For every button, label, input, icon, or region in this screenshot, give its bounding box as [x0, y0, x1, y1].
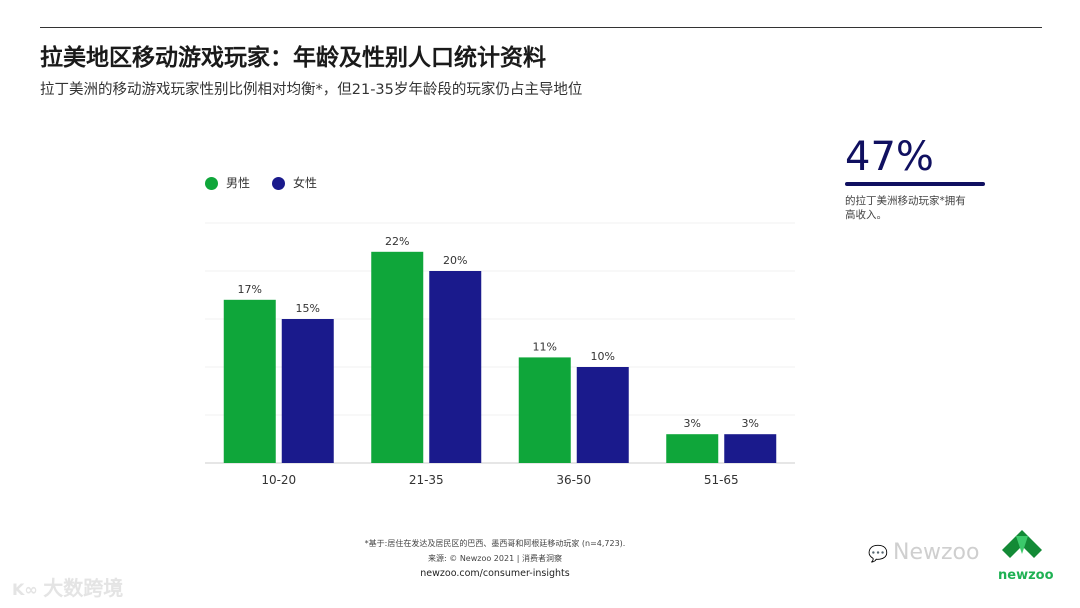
x-tick-label: 51-65: [704, 473, 739, 487]
x-tick-label: 36-50: [556, 473, 591, 487]
page-subtitle: 拉丁美洲的移动游戏玩家性别比例相对均衡*，但21-35岁年龄段的玩家仍占主导地位: [40, 82, 583, 98]
chart-legend: 男性 女性: [205, 174, 317, 191]
page-title: 拉美地区移动游戏玩家：年龄及性别人口统计资料: [40, 45, 546, 71]
footnote-link[interactable]: newzoo.com/consumer-insights: [420, 568, 570, 579]
footnote-basis: *基于:居住在发达及居民区的巴西、墨西哥和阿根廷移动玩家 (n=4,723).: [364, 539, 626, 548]
bar-male-10-20: [223, 299, 276, 463]
data-label: 22%: [385, 235, 409, 248]
bar-female-10-20: [281, 319, 334, 463]
data-label: 11%: [533, 340, 557, 353]
x-tick-label: 10-20: [261, 473, 296, 487]
legend-label-male: 男性: [226, 176, 251, 190]
stat-value: 47%: [845, 134, 934, 180]
newzoo-logo-icon: [1000, 528, 1044, 568]
legend-swatch-male: [205, 177, 218, 190]
data-label: 3%: [684, 417, 701, 430]
footnote-source: 来源: © Newzoo 2021 | 消费者洞察: [428, 554, 562, 563]
legend-swatch-female: [272, 177, 286, 190]
legend-item-female: 女性: [272, 174, 317, 191]
data-label: 17%: [238, 283, 262, 296]
bar-female-21-35: [429, 271, 482, 463]
top-divider: [40, 27, 1042, 28]
x-tick-label: 21-35: [409, 473, 444, 487]
bar-male-21-35: [371, 251, 424, 463]
bar-female-51-65: [724, 434, 777, 463]
stat-callout: 47% 的拉丁美洲移动玩家*拥有高收入。: [845, 134, 985, 222]
wechat-icon: 💬: [868, 544, 894, 563]
bar-male-51-65: [666, 434, 719, 463]
watermark-right-text: Newzoo: [893, 540, 980, 565]
data-label: 15%: [296, 302, 320, 315]
stat-underline: [845, 182, 985, 186]
legend-item-male: 男性: [205, 174, 250, 191]
bar-male-36-50: [518, 357, 571, 463]
data-label: 20%: [443, 254, 467, 267]
stat-description: 的拉丁美洲移动玩家*拥有高收入。: [845, 195, 966, 221]
newzoo-logo-text: newzoo: [998, 568, 1054, 583]
watermark-logo-icon: K∞: [12, 580, 44, 599]
legend-label-female: 女性: [293, 176, 318, 190]
watermark-left: K∞ 大数跨境: [12, 572, 123, 601]
watermark-right: 💬 Newzoo: [868, 540, 979, 565]
data-label: 3%: [742, 417, 759, 430]
watermark-left-text: 大数跨境: [43, 576, 124, 600]
data-label: 10%: [591, 350, 615, 363]
bar-female-36-50: [576, 367, 629, 463]
